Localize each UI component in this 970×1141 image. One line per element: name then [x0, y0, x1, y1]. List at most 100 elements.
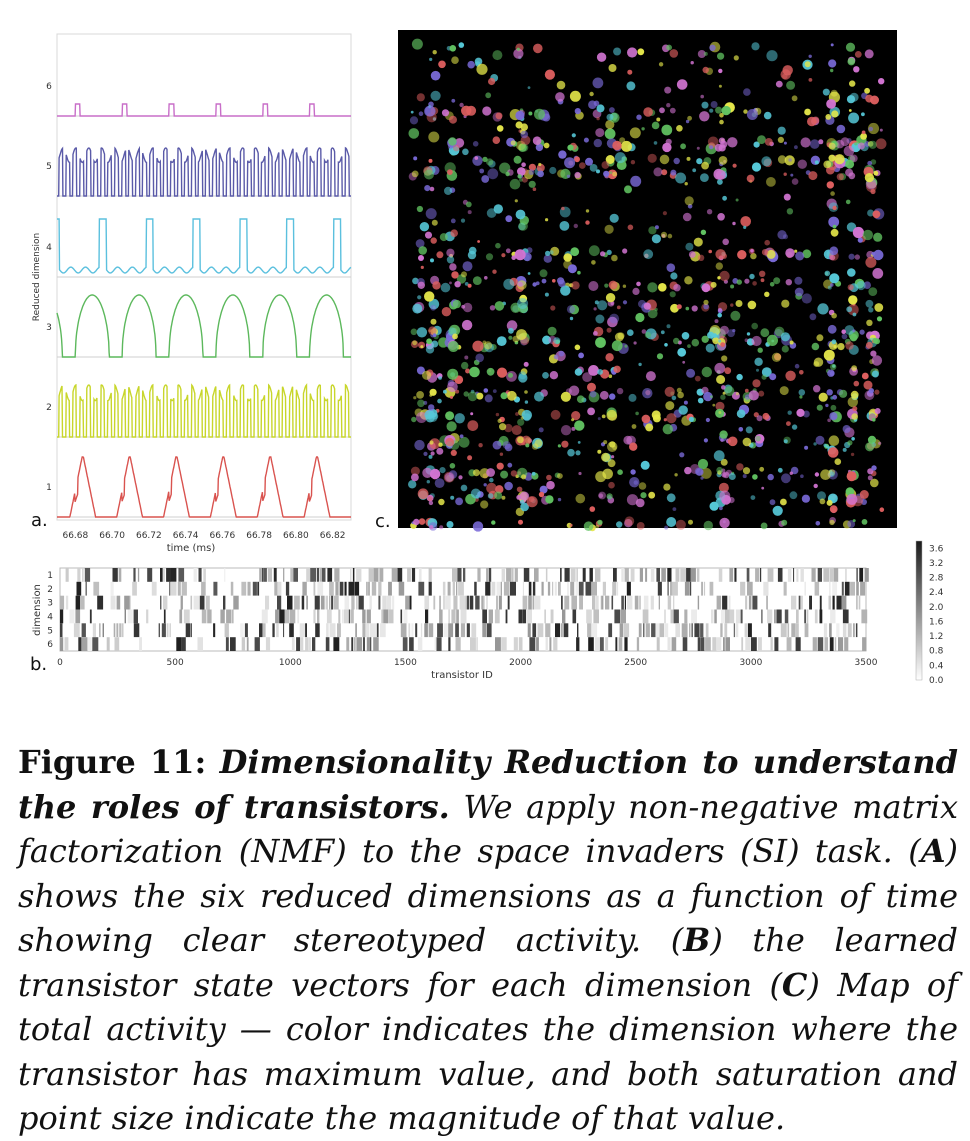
transistor-dot	[719, 270, 730, 282]
row-label: 1	[47, 571, 53, 581]
transistor-dot	[666, 517, 677, 527]
transistor-dot	[600, 251, 606, 257]
heatmap-cell	[465, 595, 467, 610]
transistor-dot	[831, 339, 837, 345]
heatmap-cell	[512, 568, 514, 582]
heatmap-cell	[362, 609, 366, 624]
transistor-dot	[813, 385, 821, 393]
transistor-dot	[635, 411, 639, 416]
transistor-dot	[751, 335, 762, 347]
heatmap-cell	[494, 609, 500, 624]
heatmap-cell	[420, 623, 423, 638]
heatmap-cell	[179, 609, 183, 624]
heatmap-cell	[379, 568, 384, 582]
transistor-dot	[648, 226, 657, 235]
transistor-dot	[510, 140, 516, 146]
transistor-dot	[608, 481, 615, 489]
heatmap-cell	[656, 637, 660, 651]
heatmap-cell	[552, 581, 554, 596]
transistor-dot	[533, 43, 543, 54]
transistor-dot	[760, 522, 768, 530]
transistor-dot	[871, 370, 879, 378]
panel-b-cells	[60, 568, 869, 651]
transistor-dot	[520, 143, 529, 152]
heatmap-cell	[354, 581, 360, 596]
transistor-dot	[578, 352, 584, 359]
transistor-dot	[848, 112, 860, 124]
transistor-dot	[852, 329, 856, 333]
transistor-dot	[564, 157, 576, 169]
heatmap-cell	[694, 623, 700, 638]
transistor-dot	[499, 423, 507, 431]
transistor-dot	[828, 59, 837, 68]
transistor-dot	[467, 391, 478, 402]
transistor-dot	[830, 43, 834, 47]
transistor-dot	[516, 329, 527, 340]
transistor-dot	[445, 437, 455, 447]
heatmap-cell	[274, 581, 278, 596]
heatmap-cell	[832, 595, 835, 610]
transistor-dot	[766, 249, 776, 259]
transistor-dot	[521, 474, 527, 480]
transistor-dot	[545, 218, 549, 222]
transistor-dot	[787, 410, 792, 415]
heatmap-cell	[181, 581, 187, 596]
transistor-dot	[486, 208, 497, 218]
heatmap-cell	[230, 581, 234, 596]
transistor-dot	[560, 425, 572, 436]
heatmap-cell	[800, 568, 804, 582]
transistor-dot	[651, 234, 662, 244]
transistor-dot	[831, 110, 839, 118]
transistor-dot	[608, 280, 618, 290]
heatmap-cell	[721, 609, 725, 624]
transistor-dot	[612, 117, 617, 122]
heatmap-cell	[60, 623, 63, 638]
heatmap-cell	[442, 581, 446, 596]
transistor-dot	[846, 471, 857, 482]
heatmap-cell	[811, 568, 816, 582]
transistor-dot	[660, 231, 668, 238]
heatmap-cell	[452, 581, 455, 596]
transistor-dot	[643, 302, 651, 310]
transistor-dot	[520, 368, 528, 375]
transistor-dot	[664, 525, 669, 530]
heatmap-cell	[313, 581, 316, 596]
heatmap-cell	[842, 609, 849, 624]
transistor-dot	[720, 394, 726, 400]
transistor-dot	[429, 468, 441, 480]
transistor-dot	[595, 524, 599, 529]
transistor-dot	[867, 160, 873, 166]
transistor-dot	[605, 155, 615, 164]
transistor-dot	[707, 331, 715, 339]
transistor-dot	[429, 394, 433, 397]
heatmap-cell	[760, 568, 762, 582]
heatmap-cell	[564, 568, 570, 582]
heatmap-cell	[798, 595, 801, 610]
transistor-dot	[789, 340, 794, 345]
colorbar-tick-label: 0.4	[929, 661, 944, 671]
heatmap-cell	[124, 595, 130, 610]
heatmap-cell	[518, 637, 523, 651]
heatmap-cell	[151, 581, 157, 596]
transistor-dot	[416, 366, 425, 375]
transistor-dot	[574, 171, 581, 179]
heatmap-cell	[296, 637, 301, 651]
transistor-dot	[874, 303, 884, 312]
transistor-dot	[567, 448, 575, 457]
heatmap-cell	[213, 623, 216, 638]
heatmap-cell	[367, 581, 370, 596]
transistor-dot	[755, 435, 761, 442]
transistor-dot	[569, 304, 579, 315]
heatmap-cell	[477, 568, 481, 582]
heatmap-cell	[75, 595, 81, 610]
heatmap-cell	[498, 595, 502, 610]
transistor-dot	[756, 415, 763, 422]
transistor-dot	[750, 249, 754, 253]
transistor-dot	[666, 103, 671, 108]
transistor-dot	[870, 350, 877, 357]
transistor-dot	[826, 389, 833, 396]
transistor-dot	[489, 477, 494, 483]
transistor-dot	[467, 60, 476, 69]
transistor-dot	[735, 392, 740, 396]
heatmap-cell	[316, 568, 320, 582]
